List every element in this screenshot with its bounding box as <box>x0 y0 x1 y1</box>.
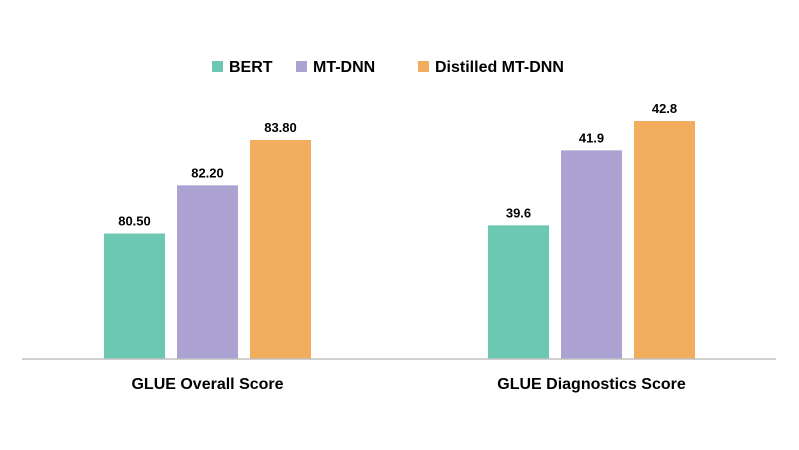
bar <box>634 121 695 359</box>
bar <box>177 185 238 359</box>
bar-value-label: 82.20 <box>191 165 224 180</box>
legend-swatch <box>418 61 429 72</box>
category-labels-group: GLUE Overall Score GLUE Diagnostics Score <box>131 376 685 393</box>
bars-group <box>104 121 695 359</box>
bar-value-label: 83.80 <box>264 120 297 135</box>
bar <box>250 140 311 359</box>
legend-swatch <box>296 61 307 72</box>
category-label: GLUE Overall Score <box>131 376 283 393</box>
category-label: GLUE Diagnostics Score <box>497 376 686 393</box>
bar <box>104 233 165 359</box>
legend-swatch <box>212 61 223 72</box>
bar <box>488 225 549 359</box>
bar <box>561 150 622 359</box>
bar-value-label: 42.8 <box>652 101 677 116</box>
bar-value-label: 41.9 <box>579 130 604 145</box>
legend-label: Distilled MT-DNN <box>435 59 564 76</box>
value-labels-group: 80.50 82.20 83.80 39.6 41.9 42.8 <box>118 101 677 228</box>
bar-value-label: 39.6 <box>506 205 531 220</box>
legend: BERT MT-DNN Distilled MT-DNN <box>212 59 564 76</box>
legend-label: MT-DNN <box>313 59 375 76</box>
bar-value-label: 80.50 <box>118 213 151 228</box>
legend-label: BERT <box>229 59 273 76</box>
